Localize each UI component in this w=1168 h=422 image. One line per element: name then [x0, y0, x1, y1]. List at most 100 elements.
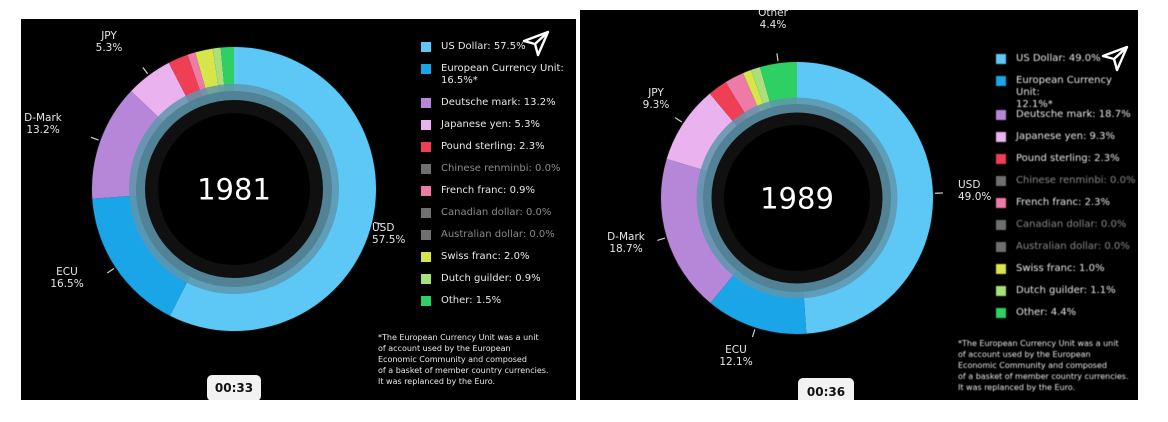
- year-label: 1981: [197, 172, 271, 206]
- legend-item: European Currency Unit: 16.5%*: [421, 63, 564, 87]
- callout-label: D-Mark 13.2%: [24, 112, 63, 136]
- legend-swatch: [421, 252, 431, 262]
- legend-label: Other: 1.5%: [441, 295, 502, 306]
- legend-item: Deutsche mark: 13.2%: [421, 97, 564, 109]
- callout-leader: [751, 329, 756, 338]
- legend-label: Canadian dollar: 0.0%: [441, 207, 552, 218]
- legend-item: Other: 4.4%: [996, 307, 1138, 319]
- legend-label: Dutch guilder: 1.1%: [1016, 285, 1116, 296]
- legend-label: Other: 4.4%: [1016, 307, 1077, 318]
- slice-european-currency-unit: [92, 195, 190, 316]
- footnote: *The European Currency Unit was a unit o…: [378, 333, 549, 386]
- legend-item: Canadian dollar: 0.0%: [996, 219, 1138, 231]
- legend-label: Chinese renminbi: 0.0%: [441, 163, 561, 174]
- legend-swatch: [996, 198, 1006, 208]
- legend-swatch: [421, 230, 431, 240]
- legend-swatch: [421, 296, 431, 306]
- legend-swatch: [421, 42, 431, 52]
- legend-label: Pound sterling: 2.3%: [1016, 153, 1120, 164]
- legend-label: Deutsche mark: 13.2%: [441, 97, 556, 108]
- slice-deutsche-mark: [92, 91, 164, 199]
- legend-swatch: [996, 242, 1006, 252]
- callout-label: ECU 16.5%: [50, 266, 83, 290]
- callout-label: JPY 5.3%: [96, 30, 123, 54]
- legend-swatch: [421, 186, 431, 196]
- legend-item: Australian dollar: 0.0%: [421, 229, 564, 241]
- legend-item: Swiss franc: 2.0%: [421, 251, 564, 263]
- legend-item: Japanese yen: 5.3%: [421, 119, 564, 131]
- callout-label: JPY 9.3%: [643, 87, 670, 111]
- legend-swatch: [421, 208, 431, 218]
- legend-label: Deutsche mark: 18.7%: [1016, 109, 1131, 120]
- callout-leader: [776, 53, 779, 62]
- legend-swatch: [996, 286, 1006, 296]
- year-label: 1989: [760, 181, 834, 215]
- slice-european-currency-unit: [710, 270, 807, 334]
- legend-label: Australian dollar: 0.0%: [441, 229, 555, 240]
- slice-us-dollar: [797, 61, 934, 334]
- legend-label: European Currency Unit: 12.1%*: [1016, 75, 1112, 110]
- legend-label: Japanese yen: 5.3%: [441, 119, 540, 130]
- callout-leader: [373, 221, 383, 225]
- legend-label: Canadian dollar: 0.0%: [1016, 219, 1127, 230]
- legend-swatch: [421, 164, 431, 174]
- timer-badge: 00:33: [207, 375, 261, 400]
- legend-item: European Currency Unit: 12.1%*: [996, 75, 1138, 110]
- legend-label: Chinese renminbi: 0.0%: [1016, 175, 1136, 186]
- chart-panel-1989: 1989 USD 49.0% ECU 12.1% D-Mark 18.7% JPY 9.3% Ot…: [580, 10, 1138, 400]
- legend-label: US Dollar: 57.5%: [441, 41, 526, 52]
- callout-leader: [657, 237, 666, 241]
- legend-swatch: [996, 176, 1006, 186]
- slice-us-dollar: [169, 47, 376, 331]
- legend-label: French franc: 0.9%: [441, 185, 535, 196]
- slice-dutch-guilder: [212, 47, 225, 93]
- donut-chart: 1989 USD 49.0% ECU 12.1% D-Mark 18.7% JPY 9.3% Ot…: [607, 10, 991, 368]
- timer-badge: 00:36: [798, 378, 854, 400]
- legend-item: Australian dollar: 0.0%: [996, 241, 1138, 253]
- callout-leader: [142, 67, 149, 75]
- donut-chart: 1981 USD 57.5% ECU 16.5% D-Mark 13.2% JPY 5.3%: [24, 30, 405, 332]
- legend-item: Chinese renminbi: 0.0%: [421, 163, 564, 175]
- callout-label: USD 49.0%: [958, 179, 991, 203]
- legend-swatch: [996, 110, 1006, 120]
- callout-label: USD 57.5%: [372, 222, 405, 246]
- legend: US Dollar: 49.0% European Currency Unit: …: [996, 53, 1138, 329]
- legend-label: Japanese yen: 9.3%: [1016, 131, 1115, 142]
- callout-label: ECU 12.1%: [719, 344, 752, 368]
- legend-swatch: [421, 274, 431, 284]
- inner-track-ring: [696, 97, 898, 299]
- donut-hole: [724, 125, 870, 271]
- slice-pound-sterling: [168, 54, 202, 102]
- slice-french-franc: [187, 52, 208, 97]
- legend-swatch: [421, 120, 431, 130]
- legend-swatch: [996, 264, 1006, 274]
- legend-swatch: [996, 76, 1006, 86]
- slice-japanese-yen: [666, 93, 737, 171]
- legend-item: French franc: 2.3%: [996, 197, 1138, 209]
- footnote: *The European Currency Unit was a unit o…: [958, 339, 1129, 392]
- legend-item: Pound sterling: 2.3%: [996, 153, 1138, 165]
- legend-item: US Dollar: 49.0%: [996, 53, 1138, 65]
- legend-item: US Dollar: 57.5%: [421, 41, 564, 53]
- inner-track-ring: [129, 84, 339, 294]
- legend-item: Swiss franc: 1.0%: [996, 263, 1138, 275]
- callout-label: D-Mark 18.7%: [607, 231, 646, 255]
- slice-swiss-franc: [743, 70, 766, 112]
- legend-label: Swiss franc: 1.0%: [1016, 263, 1105, 274]
- legend-swatch: [996, 308, 1006, 318]
- legend-item: Deutsche mark: 18.7%: [996, 109, 1138, 121]
- legend-item: Canadian dollar: 0.0%: [421, 207, 564, 219]
- chart-panel-1981: 1981 USD 57.5% ECU 16.5% D-Mark 13.2% JPY 5.3% U…: [21, 19, 576, 400]
- legend-item: Pound sterling: 2.3%: [421, 141, 564, 153]
- legend-item: French franc: 0.9%: [421, 185, 564, 197]
- legend-swatch: [421, 64, 431, 74]
- slice-dutch-guilder: [751, 67, 772, 110]
- send-arrow-icon[interactable]: [1100, 44, 1130, 72]
- callout-leader: [674, 117, 683, 123]
- slice-other: [220, 47, 234, 92]
- donut-hole: [158, 113, 310, 265]
- callout-label: Other 4.4%: [758, 10, 788, 31]
- send-arrow-icon[interactable]: [521, 29, 551, 57]
- legend-item: Other: 1.5%: [421, 295, 564, 307]
- callout-leader: [90, 136, 99, 141]
